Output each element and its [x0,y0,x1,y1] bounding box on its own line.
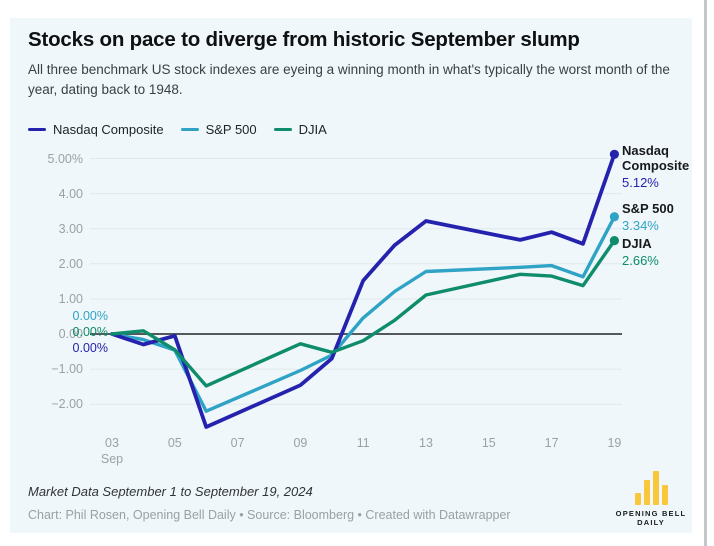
chart-notes: Market Data September 1 to September 19,… [28,484,313,499]
line-chart [90,149,622,429]
series-end-dot [609,149,620,159]
series-end-value: 2.66% [622,252,659,268]
logo-bar [652,471,659,505]
nasdaq-composite-line [110,152,617,429]
chart-subtitle: All three benchmark US stock indexes are… [28,62,670,97]
series-end-dot [609,236,620,246]
window-scrollbar[interactable] [704,0,707,546]
x-tick-label: 03 [105,436,119,450]
x-tick-label: 07 [230,436,245,450]
legend-label: Nasdaq Composite [53,122,164,137]
legend-item-djia: DJIA [273,122,327,137]
series-end-value: 5.12% [622,174,659,190]
x-axis-month-label: Sep [100,452,124,466]
sp500-start-value: 0.00% [72,309,108,323]
legend-item-nasdaq: Nasdaq Composite [28,122,164,137]
logo-bar [661,485,668,505]
x-tick-label: 19 [607,436,622,450]
series-end-dot [609,212,620,222]
djia-start-value: 0.00% [72,325,108,339]
y-tick-label: 4.00 [58,186,83,201]
nasdaq-start-value: 0.00% [72,341,108,355]
sp500-line-swatch [180,127,199,132]
y-tick-label: −2.00 [51,397,83,412]
nasdaq-end-label: Nasdaq Composite 5.12% [622,143,698,192]
y-tick-label: −1.00 [51,362,83,377]
legend-label: DJIA [298,122,327,137]
page-title: Stocks on pace to diverge from historic … [28,28,580,51]
s-p-500-line [110,215,617,413]
y-tick-label: 5.00% [47,151,83,166]
chart-legend: Nasdaq Composite S&P 500 DJIA [28,122,327,137]
series-name: S&P 500 [622,201,674,216]
x-tick-label: 15 [481,436,496,450]
series-name: DJIA [622,236,652,251]
y-tick-label: 3.00 [58,221,83,236]
y-tick-label: 1.00 [58,291,83,306]
legend-item-sp500: S&P 500 [180,122,257,137]
chart-byline: Chart: Phil Rosen, Opening Bell Daily • … [28,508,511,522]
nasdaq-line-swatch [28,127,46,132]
y-tick-label: 2.00 [58,256,83,271]
bar-chart-icon [634,471,668,505]
x-tick-label: 05 [167,436,182,450]
logo-bar [634,493,641,505]
logo-text-line1: OPENING BELL [615,509,687,518]
legend-label: S&P 500 [205,122,257,137]
chart-card: Stocks on pace to diverge from historic … [10,18,692,533]
series-end-value: 3.34% [622,217,659,233]
logo-bar [643,480,650,505]
djia-end-label: DJIA 2.66% [622,236,698,270]
x-tick-label: 11 [356,436,370,450]
opening-bell-daily-logo: OPENING BELL DAILY [608,471,694,527]
djia-line-swatch [273,127,292,132]
logo-text-line2: DAILY [637,518,665,527]
series-name: Nasdaq Composite [622,143,690,173]
djia-line [110,238,617,388]
sp500-end-label: S&P 500 3.34% [622,201,698,235]
x-tick-label: 13 [419,436,433,450]
x-tick-label: 09 [293,436,308,450]
x-tick-label: 17 [544,436,559,450]
y-tick-label: 0.00 [58,327,83,341]
